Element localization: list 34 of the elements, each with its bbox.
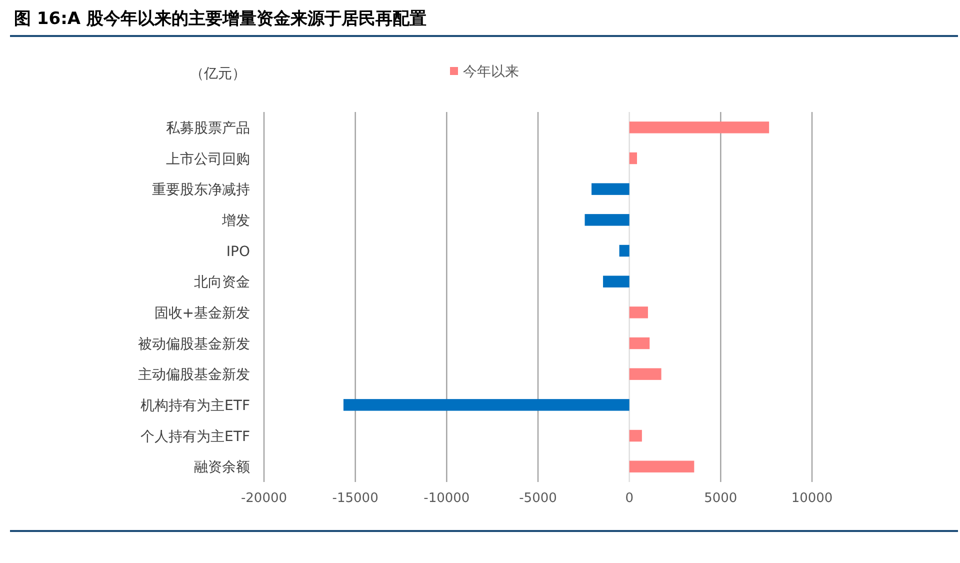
bar	[343, 399, 630, 411]
bar	[629, 430, 642, 442]
bar	[603, 276, 630, 288]
y-tick-label: 私募股票产品	[166, 120, 250, 136]
bar	[629, 460, 694, 472]
bar	[629, 122, 770, 134]
x-tick-label: -5000	[519, 491, 557, 506]
y-tick-label: 上市公司回购	[166, 151, 250, 168]
bar	[584, 214, 630, 226]
bar	[629, 306, 648, 318]
y-axis-title: （亿元）	[190, 66, 246, 82]
bar	[629, 152, 638, 164]
bar	[629, 368, 662, 380]
y-tick-label: 被动偏股基金新发	[138, 336, 250, 352]
y-tick-label: 个人持有为主ETF	[140, 428, 250, 445]
y-tick-label: IPO	[226, 244, 250, 260]
y-tick-label: 融资余额	[194, 460, 250, 476]
y-tick-label: 重要股东净减持	[152, 182, 250, 198]
x-tick-label: -10000	[424, 491, 470, 506]
bar	[619, 244, 630, 257]
y-tick-label: 北向资金	[194, 274, 250, 291]
y-tick-label: 机构持有为主ETF	[140, 398, 250, 414]
y-tick-label: 增发	[221, 212, 250, 229]
y-tick-label: 主动偏股基金新发	[138, 367, 250, 384]
bar	[592, 183, 630, 195]
x-tick-label: 0	[625, 491, 634, 506]
x-tick-label: -15000	[332, 491, 378, 506]
legend-label: 今年以来	[463, 64, 519, 80]
x-tick-label: 10000	[791, 491, 833, 506]
chart-title: 图 16:A 股今年以来的主要增量资金来源于居民再配置	[14, 9, 426, 29]
y-tick-label: 固收+基金新发	[154, 305, 250, 322]
bar	[629, 337, 650, 350]
x-tick-label: -20000	[240, 491, 288, 506]
x-tick-label: 5000	[704, 491, 738, 506]
